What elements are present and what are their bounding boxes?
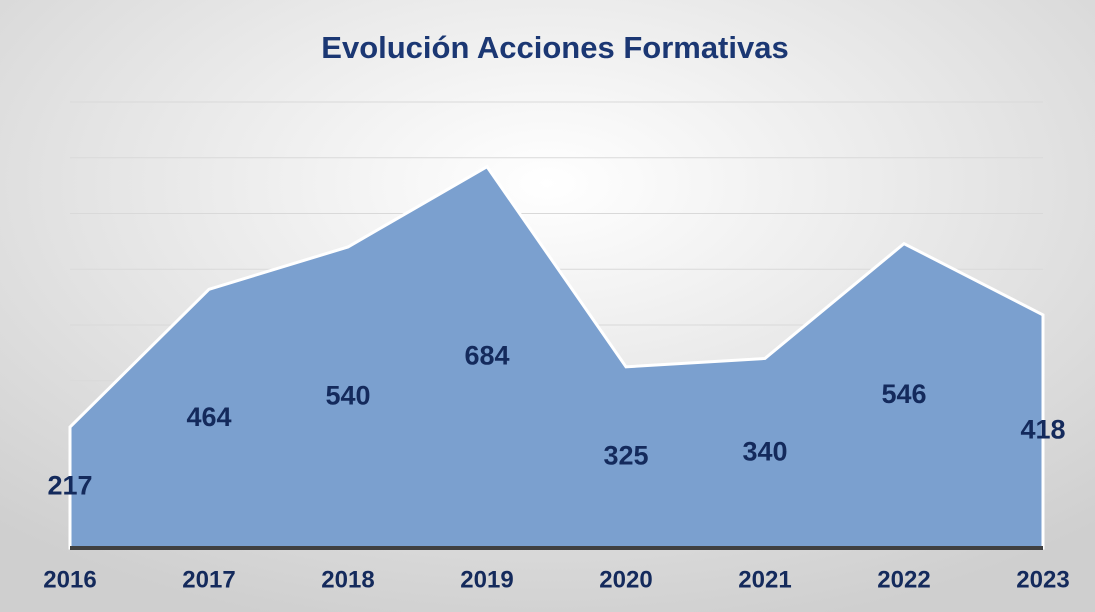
data-label: 540 <box>325 381 370 411</box>
data-label: 464 <box>186 402 231 432</box>
data-label: 217 <box>47 471 92 501</box>
data-label: 546 <box>881 379 926 409</box>
x-tick-label: 2016 <box>43 566 96 593</box>
x-tick-label: 2023 <box>1016 566 1069 593</box>
x-tick-label: 2017 <box>182 566 235 593</box>
chart-title: Evolución Acciones Formativas <box>321 30 788 65</box>
data-label: 684 <box>464 340 509 370</box>
x-tick-label: 2018 <box>321 566 374 593</box>
x-tick-label: 2022 <box>877 566 930 593</box>
data-label: 418 <box>1020 415 1065 445</box>
x-tick-label: 2019 <box>460 566 513 593</box>
x-tick-label: 2020 <box>599 566 652 593</box>
data-label: 325 <box>603 441 648 471</box>
x-tick-label: 2021 <box>738 566 791 593</box>
data-label: 340 <box>742 436 787 466</box>
area <box>68 164 1045 550</box>
